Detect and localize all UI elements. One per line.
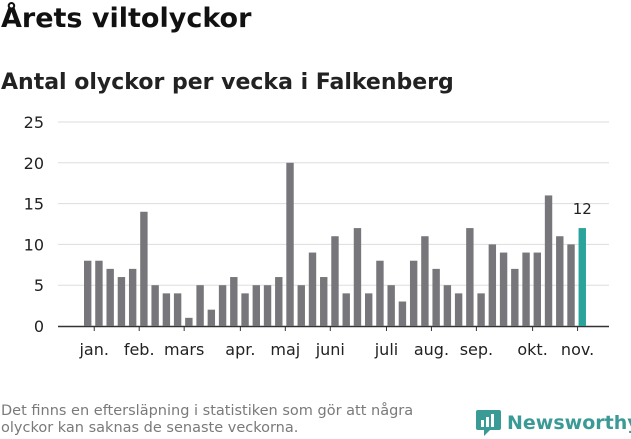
bar (331, 236, 339, 326)
newsworthy-logo[interactable]: Newsworthy (476, 409, 631, 437)
x-tick-label: sep. (460, 340, 493, 359)
bar (275, 277, 283, 326)
x-tick-label: juli (374, 340, 398, 359)
bar (173, 293, 182, 326)
bar (421, 236, 429, 326)
bar (263, 285, 272, 326)
bar (387, 285, 395, 326)
bar (117, 277, 126, 326)
bar (196, 285, 204, 326)
bar (466, 228, 474, 326)
chart-subtitle: Antal olyckor per vecka i Falkenberg (1, 70, 454, 95)
x-axis-ticks: jan. feb. mars apr. maj juni juli aug. sep. okt. n… (78, 326, 594, 359)
chart-title: Årets viltolyckor (1, 3, 252, 34)
bar (297, 285, 305, 326)
bar (151, 285, 159, 326)
x-tick-label: aug. (414, 340, 449, 359)
x-tick-label: nov. (561, 340, 594, 359)
bar (106, 268, 114, 326)
bar (320, 277, 328, 326)
bar (544, 195, 553, 326)
bar (376, 260, 384, 326)
y-tick-label: 15 (24, 195, 44, 214)
y-tick-label: 10 (24, 235, 44, 254)
data-labels: 12 (573, 200, 592, 218)
x-tick-label: feb. (124, 340, 155, 359)
x-tick-label: okt. (517, 340, 547, 359)
x-tick-label: apr. (225, 340, 255, 359)
bar (84, 260, 92, 326)
bar (365, 293, 373, 326)
bar (342, 293, 350, 326)
x-tick-label: mars (164, 340, 204, 359)
bar (567, 244, 575, 326)
bar (95, 260, 103, 326)
bar (230, 277, 238, 326)
x-tick-label: jan. (78, 340, 108, 359)
x-tick-label: maj (270, 340, 300, 359)
bar (578, 228, 586, 326)
y-tick-label: 25 (24, 113, 44, 132)
bar (308, 252, 317, 326)
bar (488, 244, 497, 326)
bar (522, 252, 530, 326)
bar (286, 162, 294, 326)
bar (218, 285, 227, 326)
y-tick-label: 0 (34, 317, 44, 336)
bar (128, 268, 137, 326)
bar (241, 293, 249, 326)
bar (353, 228, 362, 326)
bar (140, 211, 148, 326)
y-axis-ticks: 0 5 10 15 20 25 (24, 113, 44, 336)
bar (477, 293, 485, 326)
footnote: Det finns en eftersläpning i statistiken… (1, 403, 414, 436)
y-tick-label: 5 (34, 276, 44, 295)
bar (398, 301, 407, 326)
bar (432, 268, 440, 326)
brand-name: Newsworthy (507, 412, 631, 434)
bar (556, 236, 564, 326)
bar (511, 268, 519, 326)
bar (185, 317, 193, 326)
bar (162, 293, 171, 326)
newsworthy-logo-icon (476, 410, 501, 436)
bar (443, 285, 452, 326)
bar (252, 285, 260, 326)
bars (84, 162, 586, 326)
bar (499, 252, 508, 326)
bar (409, 260, 418, 326)
bar (533, 252, 541, 326)
x-tick-label: juni (315, 340, 345, 359)
bar (454, 293, 463, 326)
y-tick-label: 20 (24, 154, 44, 173)
bar (207, 309, 216, 326)
bar-chart: 0 5 10 15 20 25 jan. feb. mars apr. maj juni juli au… (24, 113, 609, 359)
data-label: 12 (573, 200, 592, 218)
